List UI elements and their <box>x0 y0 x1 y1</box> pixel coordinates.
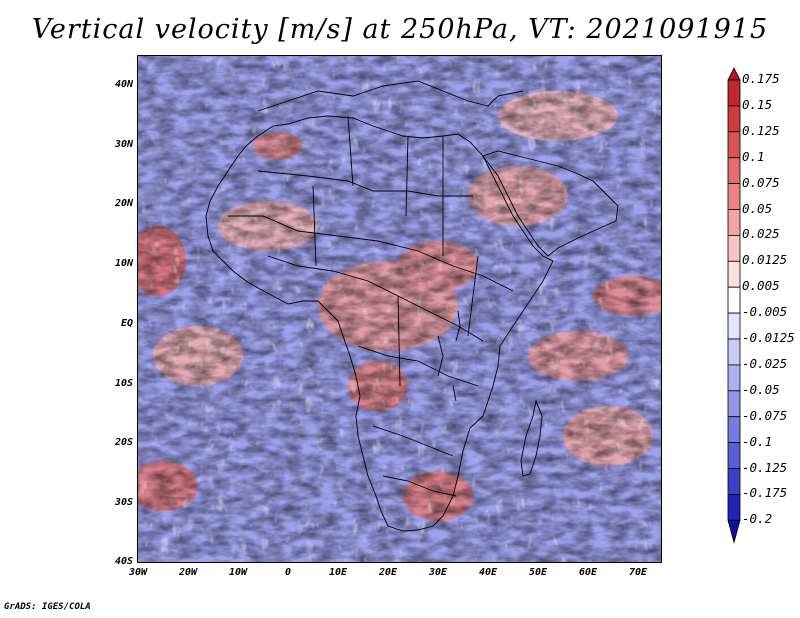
border-lines-3 <box>267 255 484 342</box>
colorbar-label: -0.025 <box>742 355 788 371</box>
velocity-map <box>137 55 662 563</box>
africa-coastline <box>205 115 554 532</box>
lon-tick: 10E <box>328 567 348 578</box>
colorbar-label: -0.05 <box>742 381 780 397</box>
lon-tick: 50E <box>528 567 548 578</box>
colorbar-label: 0.15 <box>742 96 773 112</box>
colorbar-segment <box>727 286 741 314</box>
colorbar-segment <box>727 131 741 159</box>
colorbar-segment <box>727 209 741 236</box>
colorbar-label: 0.075 <box>742 174 780 190</box>
colorbar-label: -0.1 <box>742 433 773 449</box>
lon-tick: 20W <box>178 567 198 578</box>
colorbar-label: -0.005 <box>742 304 788 320</box>
border-lines-7 <box>312 115 479 387</box>
colorbar-segment <box>727 157 741 184</box>
border-lines-5 <box>372 425 454 457</box>
madagascar-coastline <box>520 399 543 477</box>
colorbar-label: -0.075 <box>742 407 788 423</box>
lon-tick: 70E <box>628 567 648 578</box>
lat-tick: 10N <box>114 258 133 269</box>
colorbar-segment <box>727 312 741 340</box>
colorbar-segment <box>727 79 741 107</box>
lat-tick: 30S <box>114 497 133 508</box>
credit-text: GrADS: IGES/COLA <box>4 602 91 612</box>
texture-white <box>138 56 661 562</box>
lon-tick: 20E <box>378 567 398 578</box>
border-lines-2 <box>228 215 514 292</box>
colorbar-segment <box>727 442 741 469</box>
colorbar-segment <box>727 364 741 392</box>
lon-tick: 30E <box>428 567 448 578</box>
border-lines-6 <box>382 475 457 497</box>
colorbar-segment <box>727 338 741 366</box>
colorbar-label: 0.025 <box>742 226 780 242</box>
lon-tick: 30W <box>128 567 148 578</box>
lon-tick: 0 <box>284 567 292 578</box>
colorbar-segment <box>727 468 741 495</box>
colorbar-segment <box>727 183 741 210</box>
colorbar-label: 0.1 <box>742 148 765 164</box>
border-lines-1 <box>257 170 473 197</box>
colorbar-label: 0.175 <box>742 71 780 86</box>
lat-tick: 20N <box>114 198 133 209</box>
arabia-coastline <box>482 150 619 257</box>
map-title: Vertical velocity [m/s] at 250hPa, VT: 2… <box>31 14 769 45</box>
lat-tick: EQ <box>120 318 133 329</box>
colorbar-label: -0.2 <box>742 511 773 527</box>
colorbar-segment <box>727 416 741 444</box>
colorbar-label: 0.0125 <box>742 252 788 268</box>
lat-tick: 40N <box>114 79 133 90</box>
coastlines <box>205 80 619 532</box>
colorbar-segment <box>727 67 741 81</box>
colorbar-segment <box>727 390 741 418</box>
colorbar-segment <box>727 105 741 133</box>
lon-tick: 10W <box>228 567 248 578</box>
velocity-field <box>138 56 661 562</box>
colorbar-label: 0.05 <box>742 200 773 216</box>
lat-tick: 20S <box>114 437 133 448</box>
lon-tick: 60E <box>578 567 598 578</box>
lat-tick: 10S <box>114 378 133 389</box>
colorbar-segment <box>727 493 741 521</box>
europe-coastline <box>257 80 524 112</box>
colorbar-label: 0.005 <box>742 278 780 294</box>
lat-tick: 30N <box>114 139 133 150</box>
colorbar-segment <box>727 260 741 288</box>
border-lines-4 <box>357 345 479 387</box>
colorbar <box>727 67 741 544</box>
colorbar-segment <box>727 519 741 544</box>
lon-tick: 40E <box>478 567 498 578</box>
colorbar-segment <box>727 234 741 262</box>
colorbar-label: -0.175 <box>742 485 788 501</box>
lakes <box>437 310 461 402</box>
lat-tick: 40S <box>114 556 133 567</box>
colorbar-label: 0.125 <box>742 122 780 138</box>
colorbar-label: -0.0125 <box>742 330 795 345</box>
colorbar-label: -0.125 <box>742 459 788 475</box>
